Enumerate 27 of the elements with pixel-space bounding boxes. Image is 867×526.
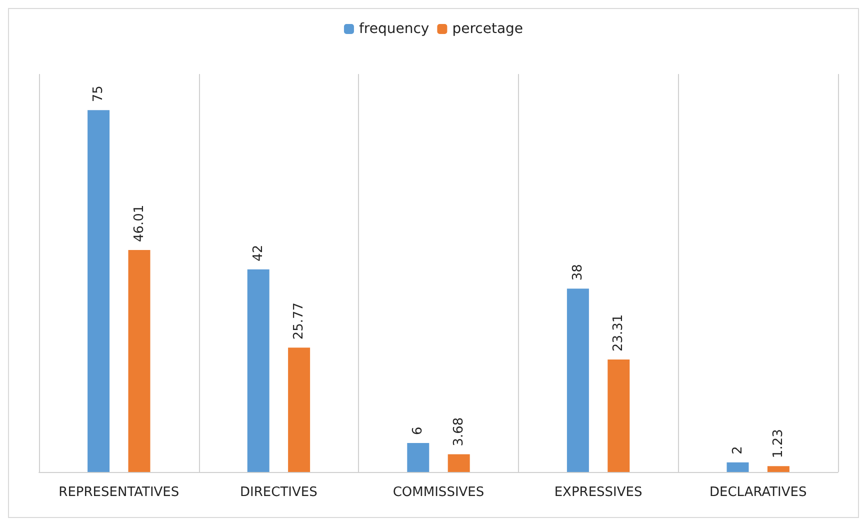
bar (448, 454, 470, 472)
legend-label: frequency (358, 21, 430, 37)
data-label: 38 (570, 264, 586, 281)
bar (288, 348, 310, 472)
bar (767, 466, 790, 472)
x-tick-label: DIRECTIVES (240, 485, 318, 500)
legend-label: percetage (452, 21, 524, 37)
data-label: 75 (91, 86, 106, 102)
x-tick-label: COMMISSIVES (392, 485, 484, 500)
data-label: 23.31 (611, 314, 626, 352)
bar (247, 269, 270, 472)
bar (128, 250, 150, 472)
bar (88, 110, 110, 472)
data-label: 6 (410, 426, 426, 436)
bar (726, 462, 749, 472)
bar (407, 443, 430, 472)
data-label: 3.68 (451, 417, 466, 446)
bar (566, 288, 589, 472)
x-tick-label: DECLARATIVES (709, 485, 807, 500)
data-label: 46.01 (132, 204, 147, 242)
x-tick-label: REPRESENTATIVES (58, 485, 180, 500)
bar (608, 360, 630, 472)
data-label: 42 (250, 244, 266, 262)
data-label: 1.23 (770, 429, 786, 458)
data-label: 2 (730, 446, 746, 454)
x-tick-label: EXPRESSIVES (554, 485, 642, 500)
data-label: 25.77 (292, 302, 307, 340)
